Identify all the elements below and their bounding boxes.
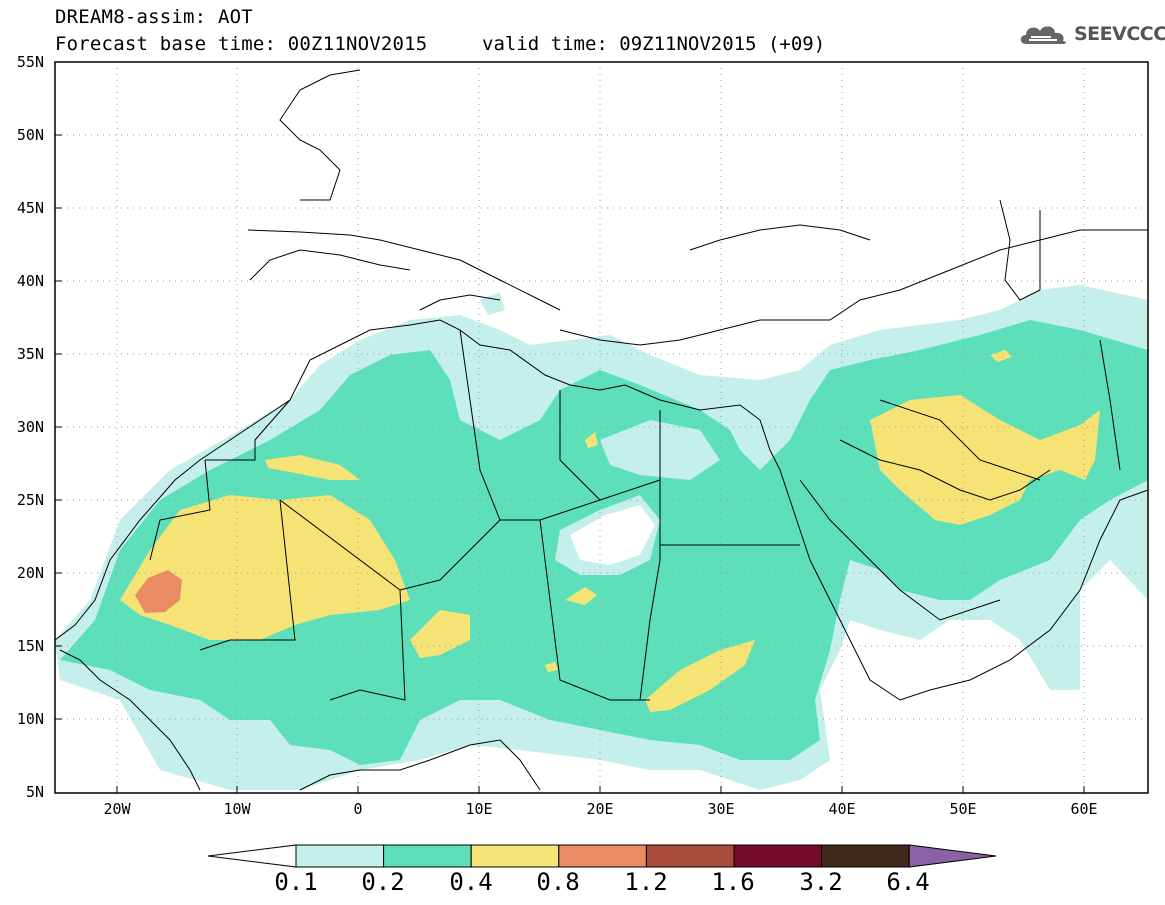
lat-label-20n: 20N (16, 564, 44, 582)
colorbar-label: 1.6 (711, 868, 755, 896)
cloud-icon (1020, 26, 1067, 44)
lat-label-15n: 15N (16, 637, 44, 655)
aot-contours (55, 285, 1148, 790)
colorbar-label: 0.4 (449, 868, 493, 896)
colorbar-under-triangle (207, 844, 297, 868)
lon-label-60e: 60E (1070, 800, 1098, 818)
lat-label-55n: 55N (16, 53, 44, 71)
lon-label-20e: 20E (586, 800, 614, 818)
coastlines (55, 69, 1148, 791)
colorbar-label: 0.1 (274, 868, 318, 896)
lon-label-0: 0 (353, 800, 363, 818)
colorbar-segment (645, 844, 735, 868)
colorbar-over-triangle (908, 844, 997, 868)
country-borders (149, 210, 1121, 701)
colorbar-label: 3.2 (799, 868, 843, 896)
valid-time: valid time: 09Z11NOV2015 (+09) (482, 33, 826, 55)
axis-ticks (55, 61, 1085, 793)
lat-label-25n: 25N (16, 491, 44, 509)
colorbar-label: 0.2 (361, 868, 405, 896)
colorbar (207, 844, 997, 868)
colorbar-segment (733, 844, 823, 868)
lon-label-10w: 10W (223, 800, 251, 818)
lat-label-5n: 5N (25, 783, 44, 801)
forecast-base-time: Forecast base time: 00Z11NOV2015 (55, 33, 428, 55)
lon-label-10e: 10E (465, 800, 493, 818)
colorbar-label: 1.2 (624, 868, 668, 896)
lat-label-40n: 40N (16, 272, 44, 290)
colorbar-segment (558, 844, 647, 868)
lon-label-30e: 30E (707, 800, 735, 818)
colorbar-segment (383, 844, 472, 868)
lon-label-40e: 40E (828, 800, 856, 818)
lat-label-30n: 30N (16, 418, 44, 436)
lat-label-10n: 10N (16, 710, 44, 728)
lon-label-50e: 50E (949, 800, 977, 818)
lon-label-20w: 20W (103, 800, 131, 818)
colorbar-label: 6.4 (886, 868, 930, 896)
colorbar-segment (470, 844, 560, 868)
colorbar-label: 0.8 (536, 868, 580, 896)
map-title: DREAM8-assim: AOT (55, 6, 253, 28)
lat-label-35n: 35N (16, 345, 44, 363)
seevccc-logo: SEEVCCC (1018, 22, 1165, 46)
colorbar-segment (821, 844, 910, 868)
lat-label-45n: 45N (16, 199, 44, 217)
colorbar-segment (295, 844, 385, 868)
lat-label-50n: 50N (16, 126, 44, 144)
